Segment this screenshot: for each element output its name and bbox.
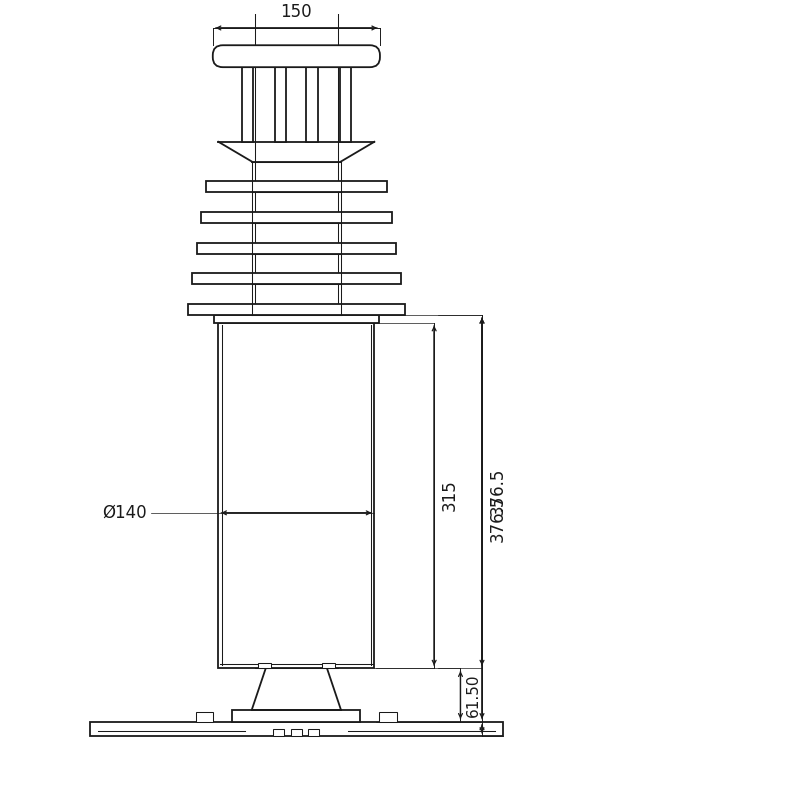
Bar (242, 67, 253, 142)
Bar (218, 322, 374, 668)
Bar (379, 712, 397, 722)
Bar (254, 0, 338, 668)
Bar (206, 182, 387, 192)
Bar (188, 304, 405, 315)
Bar (340, 67, 351, 142)
Bar (274, 729, 285, 736)
Bar (306, 67, 318, 142)
Bar (197, 242, 396, 254)
Text: 150: 150 (281, 3, 312, 21)
Bar (90, 722, 502, 736)
Text: 376.5: 376.5 (488, 494, 506, 542)
Bar (275, 67, 286, 142)
Bar (308, 729, 319, 736)
Text: 61.50: 61.50 (466, 674, 481, 717)
Bar (192, 274, 401, 284)
Text: 315: 315 (441, 480, 458, 511)
Bar (196, 712, 214, 722)
Text: 376.5: 376.5 (488, 468, 506, 515)
Bar (214, 315, 379, 322)
Text: Ø140: Ø140 (102, 504, 146, 522)
FancyBboxPatch shape (213, 46, 380, 67)
Bar (258, 663, 271, 668)
Bar (322, 663, 334, 668)
Bar (201, 212, 392, 223)
Bar (290, 729, 302, 736)
Bar (232, 710, 361, 722)
